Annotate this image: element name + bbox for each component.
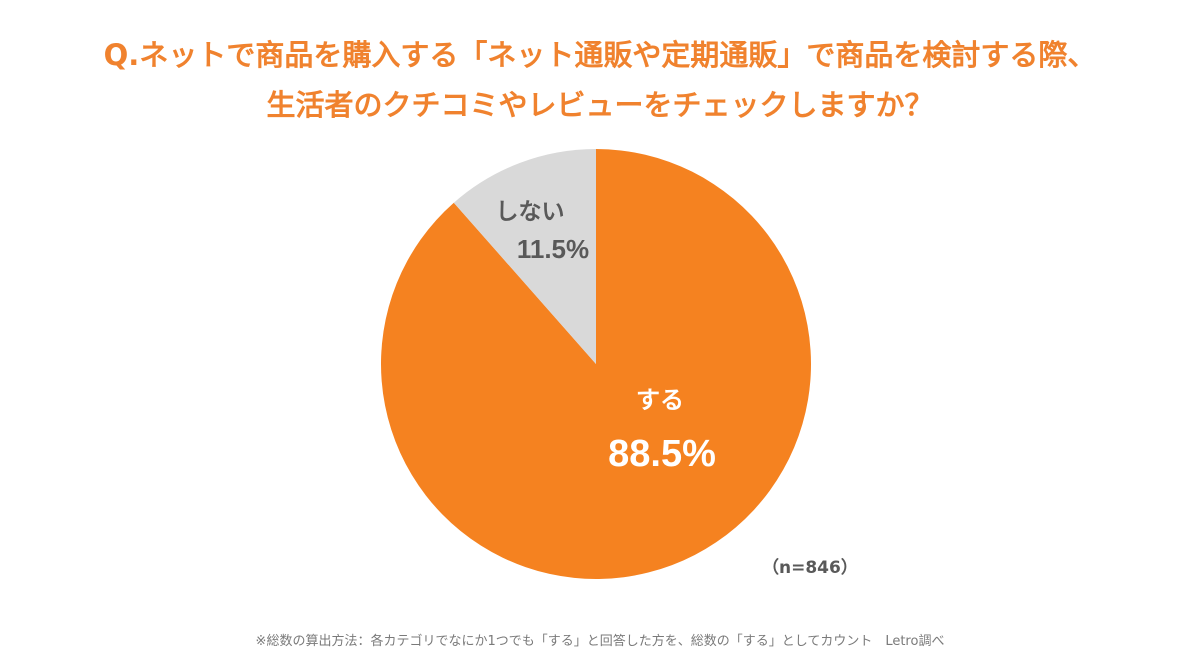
footnote: ※総数の算出方法：各カテゴリでなにか1つでも「する」と回答した方を、総数の「する… [255, 634, 945, 649]
slice-label-yes: する [636, 386, 684, 414]
chart-title-line-1: Q.ネットで商品を購入する「ネット通販や定期通販」で商品を検討する際、 [103, 38, 1097, 72]
sample-size-label: （n=846） [762, 558, 858, 578]
pie-slice-no [453, 149, 596, 364]
chart-title: Q.ネットで商品を購入する「ネット通販や定期通販」で商品を検討する際、 生活者の… [0, 30, 1200, 130]
slice-label-no: しない [496, 199, 565, 225]
slice-value-yes: 88.5% [608, 433, 716, 475]
chart-title-line-2: 生活者のクチコミやレビューをチェックしますか？ [266, 88, 934, 122]
slice-value-no: 11.5% [517, 234, 589, 264]
